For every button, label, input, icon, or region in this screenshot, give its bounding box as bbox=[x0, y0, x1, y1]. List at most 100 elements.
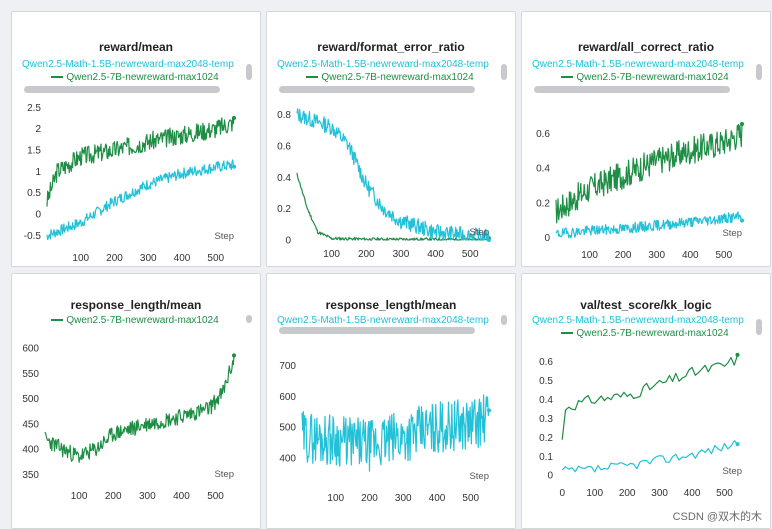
x-tick-label: 200 bbox=[615, 250, 632, 261]
x-tick-label: 200 bbox=[105, 491, 122, 502]
series-line-green[interactable] bbox=[46, 116, 235, 207]
y-tick-label: 450 bbox=[22, 419, 39, 430]
x-axis-label: Step bbox=[722, 228, 742, 239]
series-end-point bbox=[486, 238, 491, 242]
chart-plot: 0 0.1 0.2 0.3 0.4 0.5 0.6 0 100 200 300 400 500 Step bbox=[539, 352, 742, 499]
series-end-point bbox=[740, 122, 744, 126]
panel-response-length-7b: response_length/mean Qwen2.5-7B-newrewar… bbox=[11, 273, 261, 529]
series-line-cyan[interactable] bbox=[296, 108, 490, 241]
y-tick-label: 0.2 bbox=[536, 198, 550, 209]
legend-vertical-scrollbar[interactable] bbox=[756, 319, 762, 335]
legend-entry-green[interactable]: Qwen2.5-7B-newreward-max1024 bbox=[277, 71, 503, 84]
legend-vertical-scrollbar[interactable] bbox=[246, 64, 252, 80]
x-tick-label: 100 bbox=[327, 493, 344, 504]
y-tick-label: 1 bbox=[35, 167, 41, 178]
y-tick-label: 0.8 bbox=[277, 110, 291, 121]
y-tick-label: 0.2 bbox=[539, 433, 553, 444]
y-tick-label: 500 bbox=[22, 394, 39, 405]
chart-plot: 400 500 600 700 100 200 300 400 500 Step bbox=[279, 361, 491, 504]
legend-horizontal-scrollbar[interactable] bbox=[279, 86, 475, 93]
x-tick-label: 500 bbox=[462, 493, 479, 504]
series-line-green[interactable] bbox=[555, 123, 743, 224]
legend-entry-cyan[interactable]: Qwen2.5-Math-1.5B-newreward-max2048-temp bbox=[22, 59, 234, 70]
legend-horizontal-scrollbar[interactable] bbox=[534, 86, 730, 93]
x-axis-label: Step bbox=[214, 469, 234, 480]
series-line-cyan[interactable] bbox=[301, 394, 490, 472]
x-tick-label: 200 bbox=[361, 493, 378, 504]
y-tick-label: 400 bbox=[22, 445, 39, 456]
series-line-green[interactable] bbox=[44, 355, 235, 463]
legend-vertical-scrollbar[interactable] bbox=[756, 64, 762, 80]
legend: Qwen2.5-Math-1.5B-newreward-max2048-temp… bbox=[277, 58, 503, 84]
x-tick-label: 400 bbox=[173, 491, 190, 502]
legend-horizontal-scrollbar[interactable] bbox=[24, 86, 220, 93]
legend-vertical-scrollbar[interactable] bbox=[246, 315, 252, 323]
legend: Qwen2.5-Math-1.5B-newreward-max2048-temp… bbox=[22, 58, 248, 84]
x-tick-label: 200 bbox=[619, 488, 636, 499]
x-tick-label: 400 bbox=[174, 253, 191, 264]
y-tick-label: -0.5 bbox=[24, 231, 42, 242]
y-tick-label: 0.4 bbox=[277, 173, 291, 184]
y-tick-label: 400 bbox=[279, 453, 296, 464]
legend-vertical-scrollbar[interactable] bbox=[501, 64, 507, 80]
legend-entry-green[interactable]: Qwen2.5-7B-newreward-max1024 bbox=[532, 327, 758, 340]
chart-title: reward/mean bbox=[98, 40, 174, 54]
legend-horizontal-scrollbar[interactable] bbox=[279, 327, 475, 334]
series-end-point bbox=[740, 218, 744, 223]
legend: Qwen2.5-Math-1.5B-newreward-max2048-temp bbox=[277, 314, 503, 327]
legend-entry-green[interactable]: Qwen2.5-7B-newreward-max1024 bbox=[22, 71, 248, 84]
legend-swatch-icon bbox=[51, 76, 64, 79]
x-tick-label: 400 bbox=[682, 250, 699, 261]
panel-response-length-math: response_length/mean Qwen2.5-Math-1.5B-n… bbox=[266, 273, 516, 529]
legend: Qwen2.5-7B-newreward-max1024 bbox=[22, 314, 248, 327]
legend: Qwen2.5-Math-1.5B-newreward-max2048-temp… bbox=[532, 314, 758, 340]
legend-entry-green[interactable]: Qwen2.5-7B-newreward-max1024 bbox=[22, 314, 248, 327]
x-axis-label: Step bbox=[469, 471, 489, 482]
y-tick-label: 0.5 bbox=[539, 376, 553, 387]
series-line-cyan[interactable] bbox=[561, 440, 738, 473]
series-line-green[interactable] bbox=[296, 172, 490, 241]
x-tick-label: 500 bbox=[207, 253, 224, 264]
x-tick-label: 100 bbox=[323, 249, 340, 260]
legend-entry-cyan[interactable]: Qwen2.5-Math-1.5B-newreward-max2048-temp bbox=[277, 315, 489, 326]
x-tick-label: 100 bbox=[72, 253, 89, 264]
y-tick-label: 0.2 bbox=[277, 204, 291, 215]
panel-format-error-ratio: reward/format_error_ratio Qwen2.5-Math-1… bbox=[266, 11, 516, 267]
x-tick-label: 400 bbox=[684, 488, 701, 499]
y-tick-label: 0.1 bbox=[539, 452, 553, 463]
panel-reward-mean: reward/mean Qwen2.5-Math-1.5B-newreward-… bbox=[11, 11, 261, 267]
legend: Qwen2.5-Math-1.5B-newreward-max2048-temp… bbox=[532, 58, 758, 84]
x-tick-label: 300 bbox=[140, 253, 157, 264]
x-tick-label: 100 bbox=[586, 488, 603, 499]
series-line-cyan[interactable] bbox=[555, 211, 743, 239]
legend-entry-cyan[interactable]: Qwen2.5-Math-1.5B-newreward-max2048-temp bbox=[532, 59, 744, 70]
x-tick-label: 100 bbox=[581, 250, 598, 261]
x-tick-label: 200 bbox=[358, 249, 375, 260]
y-tick-label: 500 bbox=[279, 423, 296, 434]
x-axis-label: Step bbox=[722, 466, 742, 477]
chart-title: val/test_score/kk_logic bbox=[580, 298, 712, 312]
y-tick-label: 0.6 bbox=[536, 129, 550, 140]
legend-entry-cyan[interactable]: Qwen2.5-Math-1.5B-newreward-max2048-temp bbox=[532, 315, 744, 326]
x-tick-label: 300 bbox=[139, 491, 156, 502]
y-tick-label: 0.3 bbox=[539, 414, 553, 425]
y-tick-label: 0 bbox=[35, 210, 41, 221]
series-end-point bbox=[487, 408, 491, 413]
panel-all-correct-ratio: reward/all_correct_ratio Qwen2.5-Math-1.… bbox=[521, 11, 771, 267]
y-tick-label: 0 bbox=[285, 236, 291, 247]
x-tick-label: 300 bbox=[648, 250, 665, 261]
y-tick-label: 550 bbox=[22, 369, 39, 380]
legend-entry-cyan[interactable]: Qwen2.5-Math-1.5B-newreward-max2048-temp bbox=[277, 59, 489, 70]
x-axis-label: Step bbox=[214, 231, 234, 242]
legend-vertical-scrollbar[interactable] bbox=[501, 315, 507, 325]
series-end-point bbox=[232, 164, 236, 169]
chart-plot: -0.5 0 0.5 1 1.5 2 2.5 100 200 300 400 500 Step bbox=[24, 103, 236, 264]
series-line-green[interactable] bbox=[561, 354, 739, 440]
x-axis-label: Step bbox=[469, 227, 489, 238]
series-end-point bbox=[232, 353, 236, 358]
series-line-cyan[interactable] bbox=[46, 159, 235, 241]
x-tick-label: 300 bbox=[395, 493, 412, 504]
legend-entry-green[interactable]: Qwen2.5-7B-newreward-max1024 bbox=[532, 71, 758, 84]
x-tick-label: 500 bbox=[207, 491, 224, 502]
y-tick-label: 0.4 bbox=[536, 164, 550, 175]
